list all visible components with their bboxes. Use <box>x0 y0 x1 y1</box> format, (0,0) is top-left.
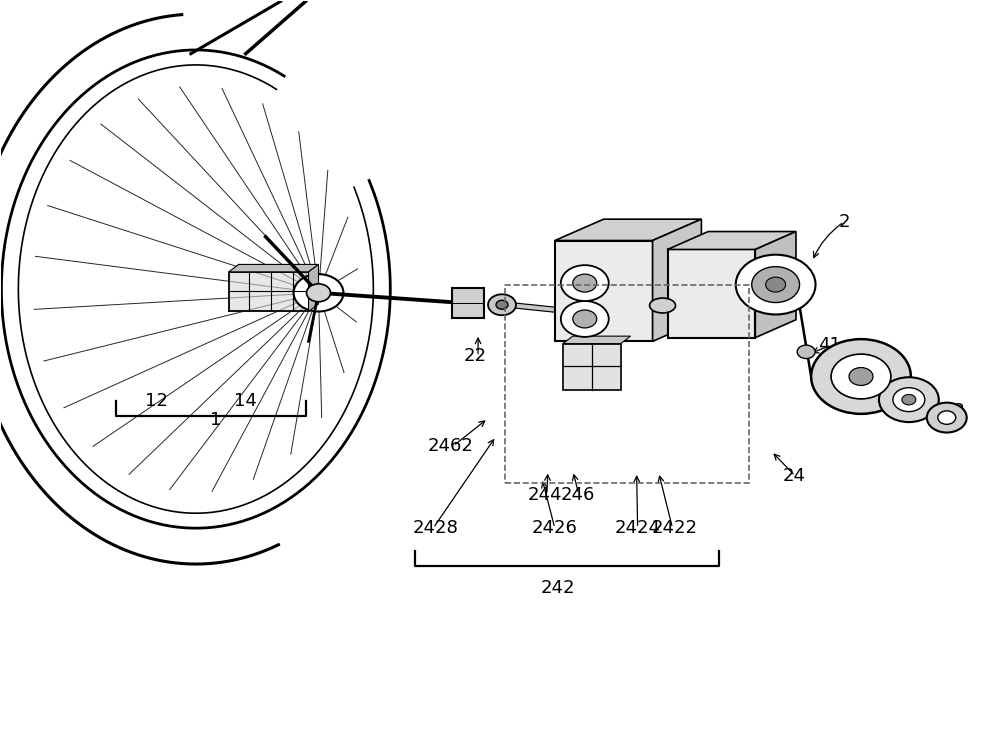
Text: 2: 2 <box>838 213 850 231</box>
Circle shape <box>797 345 815 358</box>
Text: 246: 246 <box>561 485 595 503</box>
Text: 224: 224 <box>887 388 921 406</box>
FancyBboxPatch shape <box>668 250 755 338</box>
FancyBboxPatch shape <box>555 241 653 341</box>
Polygon shape <box>668 232 796 250</box>
Circle shape <box>879 377 939 422</box>
Text: 2426: 2426 <box>532 519 578 537</box>
Circle shape <box>496 300 508 309</box>
Text: 22: 22 <box>464 347 487 365</box>
Circle shape <box>893 388 925 412</box>
Text: 14: 14 <box>234 392 257 410</box>
Circle shape <box>561 266 609 301</box>
Text: 1: 1 <box>210 411 221 429</box>
Circle shape <box>561 301 609 337</box>
Circle shape <box>294 274 343 311</box>
Text: 2462: 2462 <box>427 437 473 455</box>
Circle shape <box>573 310 597 328</box>
Circle shape <box>736 255 816 314</box>
Bar <box>505 285 749 483</box>
Circle shape <box>488 294 516 315</box>
Text: 24: 24 <box>783 466 806 485</box>
Circle shape <box>927 403 967 433</box>
Text: 242: 242 <box>541 579 575 597</box>
Text: 248: 248 <box>672 276 707 294</box>
Polygon shape <box>653 219 701 341</box>
Text: 244: 244 <box>528 485 562 503</box>
Text: 2422: 2422 <box>652 519 698 537</box>
Circle shape <box>831 354 891 399</box>
Circle shape <box>307 284 330 302</box>
Text: 2428: 2428 <box>412 519 458 537</box>
Circle shape <box>938 411 956 424</box>
Text: 2424: 2424 <box>615 519 661 537</box>
Circle shape <box>811 339 911 414</box>
FancyBboxPatch shape <box>452 288 484 318</box>
Text: 12: 12 <box>145 392 167 410</box>
Polygon shape <box>229 265 319 272</box>
Ellipse shape <box>650 298 676 313</box>
Text: 2482: 2482 <box>595 272 641 290</box>
Polygon shape <box>309 265 319 311</box>
Polygon shape <box>755 232 796 338</box>
Text: 42: 42 <box>942 402 965 420</box>
FancyBboxPatch shape <box>563 344 621 390</box>
Polygon shape <box>563 336 631 344</box>
Circle shape <box>849 368 873 386</box>
Text: 41: 41 <box>818 336 841 354</box>
Circle shape <box>902 394 916 405</box>
Text: 222: 222 <box>837 370 871 388</box>
Polygon shape <box>555 219 701 241</box>
Circle shape <box>752 267 800 302</box>
Circle shape <box>573 274 597 292</box>
Circle shape <box>766 277 786 292</box>
